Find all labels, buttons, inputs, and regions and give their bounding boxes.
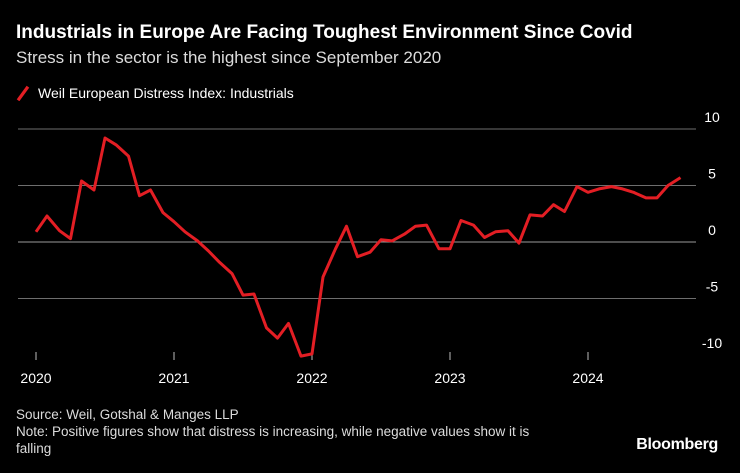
series-line-0 bbox=[34, 136, 682, 358]
y-tick-label: -5 bbox=[706, 279, 719, 295]
footnote-line-1: Note: Positive figures show that distres… bbox=[16, 424, 530, 439]
footer: Source: Weil, Gotshal & Manges LLP Note:… bbox=[16, 406, 529, 457]
legend: Weil European Distress Index: Industrial… bbox=[16, 85, 294, 101]
y-tick-label: -10 bbox=[702, 335, 722, 351]
y-axis: 10 5 0 -5 -10 bbox=[702, 109, 722, 351]
y-tick-label: 10 bbox=[704, 109, 720, 125]
chart-subtitle: Stress in the sector is the highest sinc… bbox=[16, 48, 442, 67]
x-tick-label: 2022 bbox=[296, 370, 327, 386]
x-tick-label: 2020 bbox=[20, 370, 51, 386]
y-tick-label: 5 bbox=[708, 166, 716, 182]
x-tick-label: 2021 bbox=[158, 370, 189, 386]
legend-swatch bbox=[16, 85, 30, 101]
y-tick-label: 0 bbox=[708, 222, 716, 238]
legend-label: Weil European Distress Index: Industrial… bbox=[38, 85, 294, 101]
bloomberg-logo: Bloomberg bbox=[636, 436, 718, 453]
chart-title: Industrials in Europe Are Facing Toughes… bbox=[16, 22, 633, 43]
footnote-line-2: falling bbox=[16, 441, 52, 456]
x-tick-label: 2023 bbox=[434, 370, 465, 386]
x-axis: 2020 2021 2022 2023 2024 bbox=[20, 352, 604, 386]
series bbox=[34, 136, 682, 358]
source-note: Source: Weil, Gotshal & Manges LLP bbox=[16, 407, 239, 422]
gridlines bbox=[18, 128, 696, 299]
x-tick-label: 2024 bbox=[572, 370, 603, 386]
